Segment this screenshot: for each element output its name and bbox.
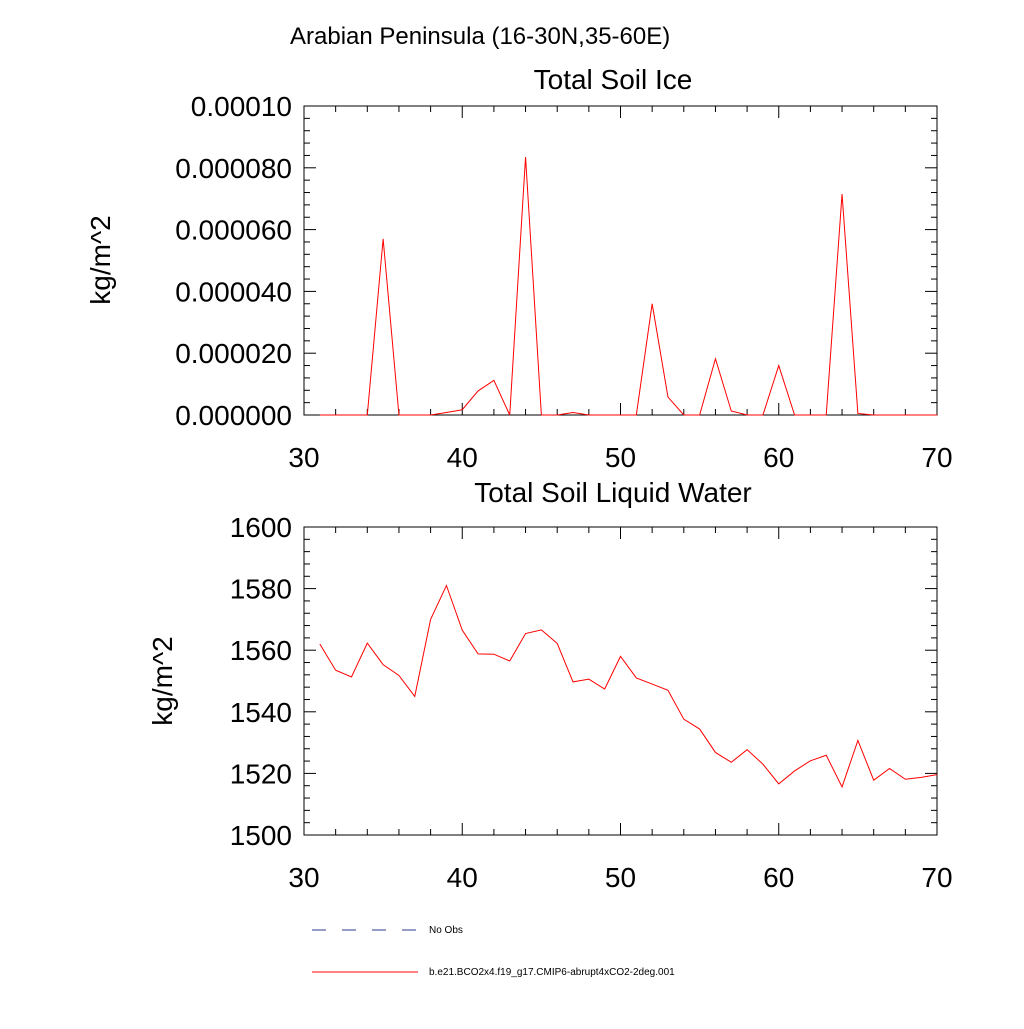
legend-label-model: b.e21.BCO2x4.f19_g17.CMIP6-abrupt4xCO2-2… [429, 967, 675, 978]
soil-liquid-y-tick-label: 1560 [230, 635, 292, 666]
soil-ice-y-tick-label: 0.000060 [175, 215, 292, 246]
soil-liquid-y-tick-label: 1600 [230, 512, 292, 543]
soil-ice-x-tick-label: 60 [763, 442, 794, 473]
soil-ice-series-line [319, 156, 937, 416]
soil-ice-y-tick-label: 0.000040 [175, 276, 292, 307]
soil-ice-x-tick-label: 30 [288, 442, 319, 473]
soil-liquid-series-line [319, 584, 938, 789]
soil-ice-title: Total Soil Ice [534, 64, 693, 95]
soil-liquid-plot-frame [303, 526, 938, 836]
soil-ice-y-tick-label: 0.000080 [175, 153, 292, 184]
soil-liquid-x-tick-label: 30 [288, 862, 319, 893]
soil-ice-plot-frame [303, 105, 938, 416]
soil-liquid-y-tick-label: 1540 [230, 697, 292, 728]
soil-liquid-title: Total Soil Liquid Water [474, 477, 752, 508]
soil-liquid-y-tick-label: 1520 [230, 758, 292, 789]
soil-liquid-x-tick-label: 70 [921, 862, 952, 893]
soil-ice-x-tick-label: 50 [605, 442, 636, 473]
soil-liquid-y-tick-label: 1500 [230, 820, 292, 851]
soil-liquid-x-tick-label: 50 [605, 862, 636, 893]
soil-ice-x-tick-label: 70 [921, 442, 952, 473]
soil-liquid-x-tick-label: 40 [447, 862, 478, 893]
soil-liquid-panel: Total Soil Liquid Water kg/m^2 30 40 50 60 7… [147, 477, 953, 893]
soil-liquid-x-tick-label: 60 [763, 862, 794, 893]
soil-ice-y-tick-label: 0.000000 [175, 400, 292, 431]
figure-title: Arabian Peninsula (16-30N,35-60E) [290, 23, 670, 50]
soil-ice-ylabel: kg/m^2 [85, 215, 116, 304]
soil-ice-y-tick-label: 0.000020 [175, 338, 292, 369]
soil-ice-x-tick-label: 40 [447, 442, 478, 473]
soil-ice-y-tick-label: 0.00010 [191, 91, 292, 122]
soil-liquid-ylabel: kg/m^2 [147, 636, 178, 725]
legend-label-no-obs: No Obs [429, 925, 463, 936]
soil-liquid-y-tick-label: 1580 [230, 574, 292, 605]
legend: No Obs b.e21.BCO2x4.f19_g17.CMIP6-abrupt… [312, 925, 675, 978]
soil-ice-panel: Total Soil Ice kg/m^2 30 40 50 60 70 0.000000… [85, 64, 953, 473]
